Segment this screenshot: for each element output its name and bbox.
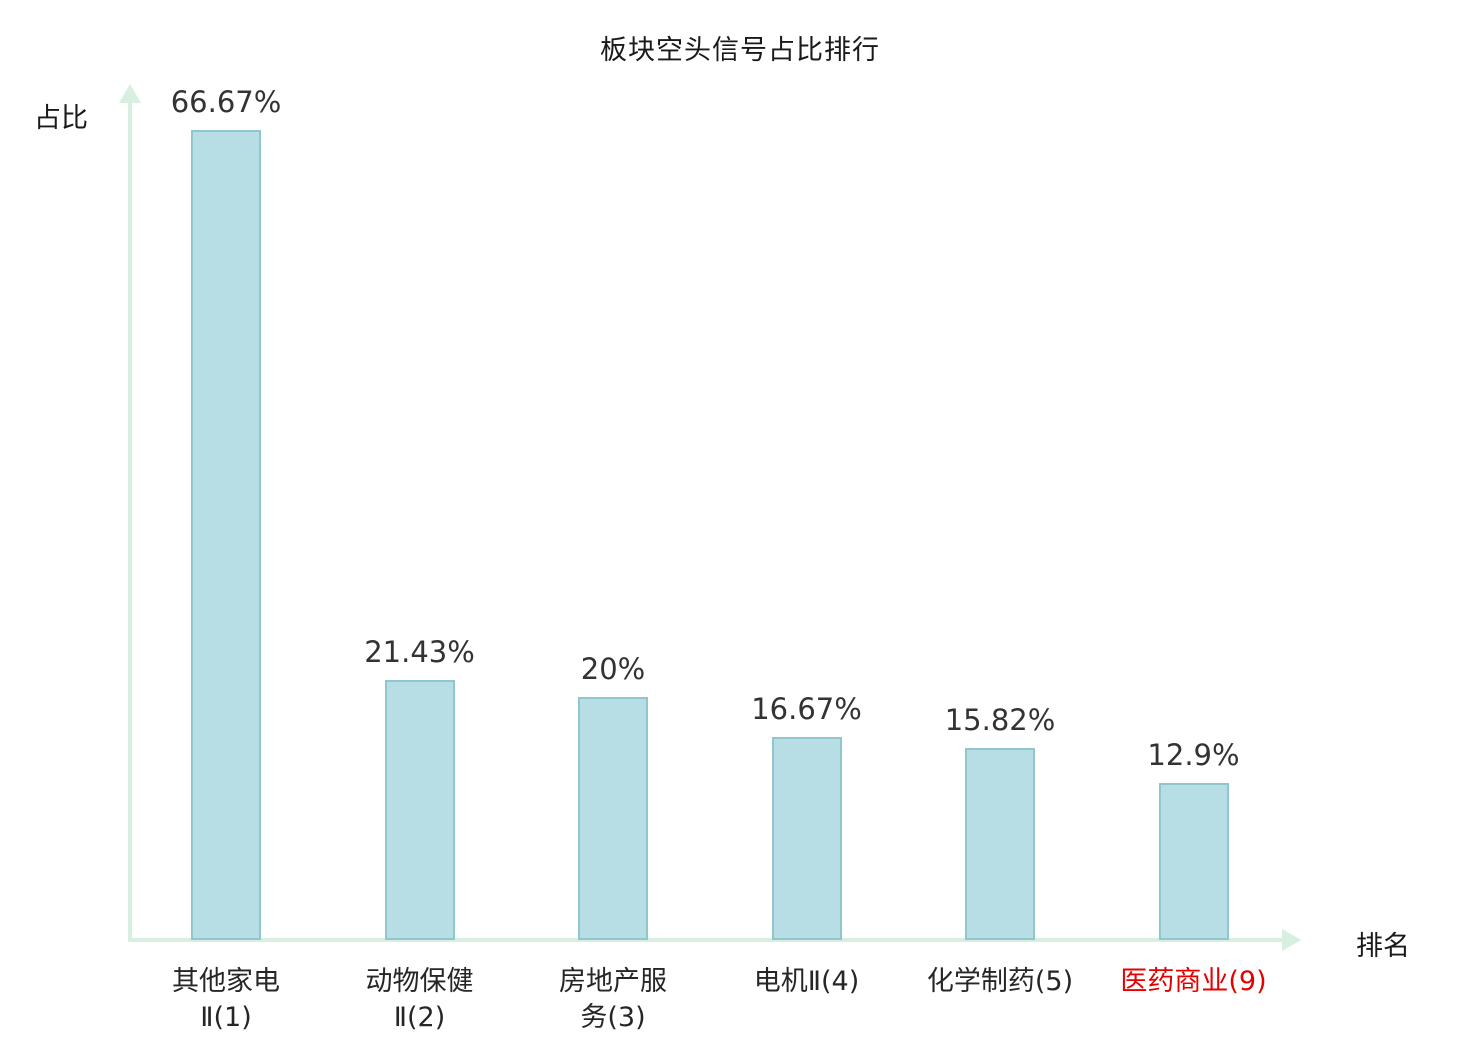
- bar-category-label: 化学制药(5): [926, 966, 1074, 997]
- bar: [191, 130, 261, 940]
- bar: [965, 748, 1035, 940]
- y-axis-arrow-icon: [119, 84, 141, 103]
- bar-category-label: 医药商业(9): [1120, 966, 1267, 997]
- x-axis-arrow-icon: [1282, 929, 1301, 951]
- bar: [384, 680, 455, 940]
- x-axis-line: [128, 938, 1286, 942]
- bar: [771, 737, 842, 940]
- bar-category-label: 动物保健 Ⅱ(2): [365, 966, 474, 1034]
- x-axis-label: 排名: [1356, 931, 1410, 962]
- bar-category-label: 其他家电 Ⅱ(1): [172, 966, 280, 1034]
- bar-value-label: 66.67%: [170, 85, 282, 119]
- bar-value-label: 21.43%: [364, 635, 475, 669]
- y-axis-line: [128, 100, 132, 942]
- bar-value-label: 15.82%: [944, 703, 1056, 737]
- bar-value-label: 20%: [580, 652, 646, 686]
- bar-category-label: 电机Ⅱ(4): [753, 966, 860, 997]
- bar-category-label: 房地产服 务(3): [559, 966, 667, 1034]
- chart-title: 板块空头信号占比排行: [600, 35, 880, 66]
- y-axis-label: 占比: [34, 103, 88, 134]
- bar-value-label: 12.9%: [1147, 738, 1240, 772]
- bar: [1158, 783, 1229, 940]
- bar-value-label: 16.67%: [751, 692, 862, 726]
- bar: [578, 697, 648, 940]
